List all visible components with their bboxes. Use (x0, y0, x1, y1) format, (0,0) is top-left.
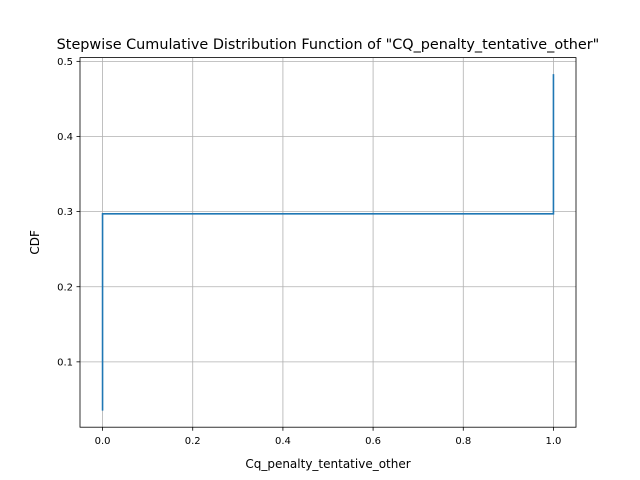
x-tick-label: 0.0 (95, 436, 111, 447)
y-tick-label: 0.2 (57, 282, 73, 293)
y-tick-label: 0.1 (57, 357, 73, 368)
x-axis-label: Cq_penalty_tentative_other (245, 457, 410, 471)
plot-frame (79, 57, 577, 428)
y-tick-label: 0.5 (57, 57, 73, 68)
series-group (101, 74, 555, 411)
x-tick-label: 0.8 (455, 436, 471, 447)
cdf-step-line (101, 74, 555, 411)
ticks: 0.0 0.2 0.4 0.6 0.8 1.0 0.1 0.2 0.3 0.4 0.5 (57, 57, 561, 447)
y-tick-label: 0.3 (57, 207, 73, 218)
x-tick-label: 1.0 (546, 436, 562, 447)
y-axis-label: CDF (28, 230, 42, 255)
chart-title: Stepwise Cumulative Distribution Functio… (57, 37, 600, 53)
y-tick-label: 0.4 (57, 132, 73, 143)
x-tick-label: 0.2 (185, 436, 201, 447)
x-tick-label: 0.6 (365, 436, 381, 447)
x-tick-label: 0.4 (275, 436, 291, 447)
